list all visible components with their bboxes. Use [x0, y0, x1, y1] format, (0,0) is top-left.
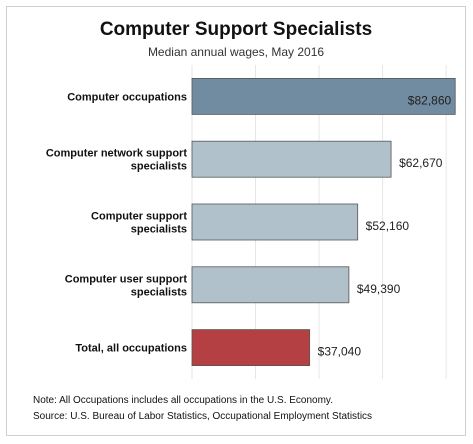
bar-0	[191, 78, 456, 115]
category-label-1: Computer network support specialists	[46, 148, 188, 173]
value-label-2: $52,160	[366, 219, 410, 233]
category-label-4: Total, all occupations	[75, 343, 187, 355]
value-label-4: $37,040	[318, 345, 362, 359]
chart-title: Computer Support Specialists	[99, 19, 373, 40]
bar-2	[191, 203, 359, 241]
chart-frame: Computer Support Specialists Median annu…	[6, 6, 466, 436]
chart-source: Source: U.S. Bureau of Labor Statistics,…	[33, 411, 373, 422]
value-label-1: $62,670	[399, 156, 443, 170]
bar-chart: Computer occupations $82,860 Computer netw…	[46, 65, 456, 379]
category-label-0: Computer occupations	[67, 91, 187, 103]
bar-4	[191, 329, 311, 367]
category-label-2: Computer support specialists	[91, 211, 187, 236]
bar-1	[191, 140, 392, 178]
bar-3	[191, 266, 350, 304]
chart-note: Note: All Occupations includes all occup…	[33, 395, 333, 406]
chart-subtitle: Median annual wages, May 2016	[147, 45, 325, 59]
value-label-3: $49,390	[357, 282, 401, 296]
value-label-0: $82,860	[408, 93, 452, 107]
category-label-3: Computer user support specialists	[65, 273, 188, 298]
